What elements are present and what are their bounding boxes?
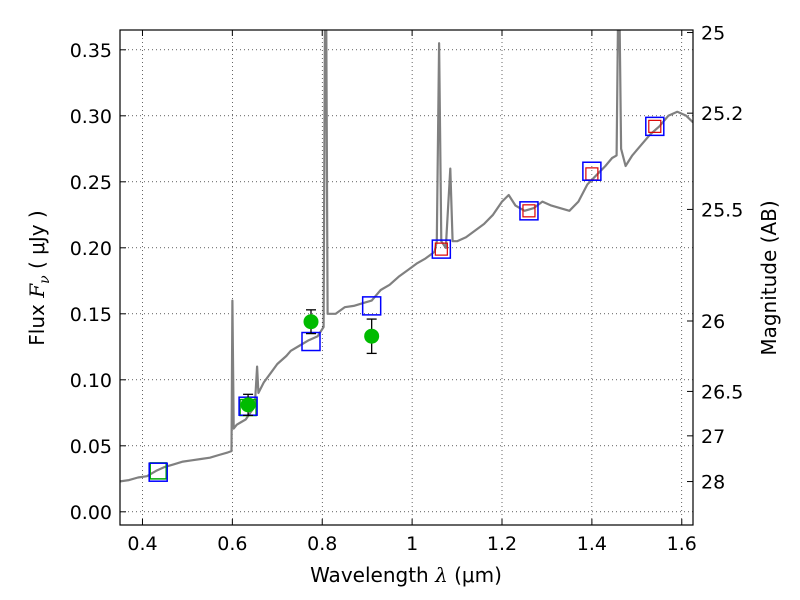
observed-point [303, 314, 319, 330]
y-tick-label: 0.05 [70, 436, 112, 458]
model-band-square [361, 296, 382, 316]
x-axis-label-prefix: Wavelength [310, 563, 435, 587]
x-tick-label: 1.6 [667, 533, 697, 555]
right-axis-label: Magnitude (AB) [757, 200, 781, 355]
right-tick-label: 25.2 [701, 103, 743, 125]
y-axis-label-symbol: F [25, 283, 49, 299]
right-tick-label: 28 [701, 472, 725, 494]
model-band-square [519, 201, 539, 221]
x-tick-label: 0.8 [307, 533, 337, 555]
y-axis-label-sub: ν [37, 275, 53, 284]
x-axis-label: Wavelength λ (μm) [310, 563, 502, 587]
y-tick-label: 0.35 [70, 40, 112, 62]
right-tick-label: 26.5 [701, 381, 743, 403]
model-band-square [431, 239, 452, 259]
observed-point [240, 397, 256, 413]
x-axis-label-unit: (μm) [448, 563, 502, 587]
x-tick-label: 0.4 [127, 533, 157, 555]
y-tick-label: 0.25 [70, 172, 112, 194]
model-spectrum-line [120, 30, 693, 483]
y-tick-label: 0.20 [70, 238, 112, 260]
x-tick-label: 1.2 [487, 533, 517, 555]
y-axis-label-unit: ( μJy ) [25, 210, 49, 275]
x-axis-label-symbol: λ [434, 563, 448, 587]
right-tick-label: 26 [701, 311, 725, 333]
x-tick-label: 1.4 [577, 533, 607, 555]
axes-frame [119, 29, 694, 526]
y-tick-label: 0.00 [70, 502, 112, 524]
plot-area [120, 30, 693, 483]
right-tick-label: 25.5 [701, 199, 743, 221]
synthetic-band-square [434, 242, 448, 256]
observed-point [364, 328, 380, 344]
model-band-square [645, 116, 665, 137]
y-tick-label: 0.10 [70, 370, 112, 392]
ticks: 0.4 0.6 0.8 1 1.2 1.4 1.6 0.00 0.05 0.10 0.15 0.20 0… [70, 23, 744, 555]
y-axis-label-prefix: Flux [25, 298, 49, 346]
synthetic-band-square [648, 119, 662, 133]
y-tick-label: 0.30 [70, 106, 112, 128]
right-tick-label: 27 [701, 426, 725, 448]
right-tick-label: 25 [701, 23, 725, 45]
x-tick-label: 0.6 [217, 533, 247, 555]
model-band-square [582, 161, 602, 181]
y-axis-label: Flux Fν ( μJy ) [25, 210, 53, 345]
y-tick-label: 0.15 [70, 304, 112, 326]
model-band-square [148, 462, 168, 482]
x-tick-label: 1 [406, 533, 418, 555]
synthetic-band-square [522, 204, 536, 218]
